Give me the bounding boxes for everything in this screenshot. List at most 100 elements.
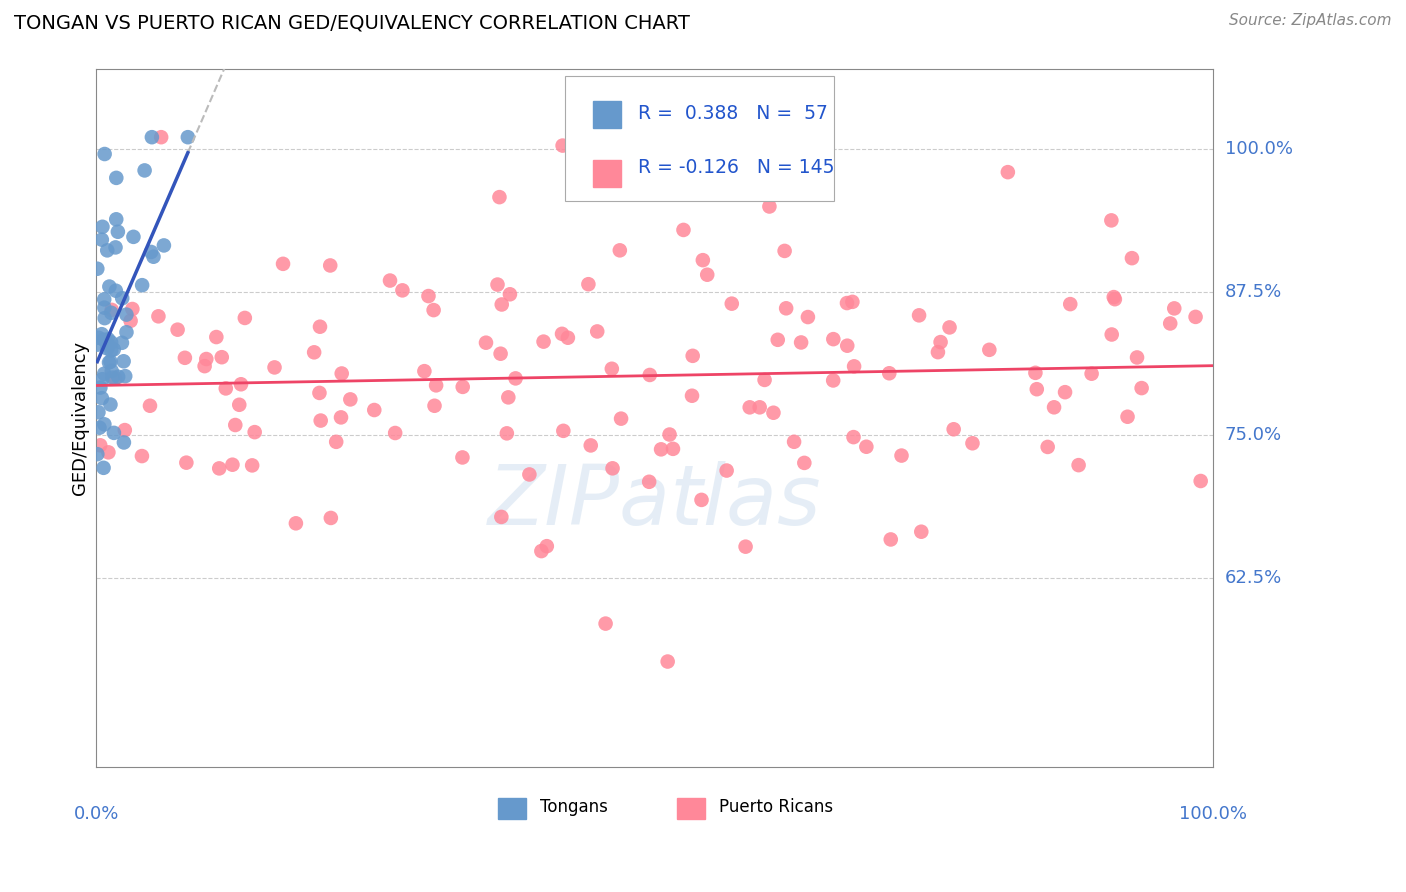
Point xyxy=(134,163,156,178)
Point xyxy=(105,170,128,185)
Point xyxy=(114,423,136,437)
Point xyxy=(422,303,444,318)
Point xyxy=(553,424,575,438)
FancyBboxPatch shape xyxy=(678,798,704,819)
Point xyxy=(111,291,134,305)
Point xyxy=(391,284,413,298)
Point xyxy=(271,257,294,271)
Point xyxy=(773,244,796,258)
Point xyxy=(797,310,820,324)
Point xyxy=(650,442,672,457)
Point xyxy=(107,369,129,384)
Point xyxy=(141,130,163,145)
Point xyxy=(89,380,111,394)
Point xyxy=(1189,474,1212,488)
Point xyxy=(114,369,136,384)
Point xyxy=(263,360,285,375)
Point xyxy=(1101,327,1123,342)
Point xyxy=(758,199,780,213)
Text: R = -0.126   N = 145: R = -0.126 N = 145 xyxy=(638,158,835,178)
Point xyxy=(339,392,361,407)
Point xyxy=(762,406,785,420)
Point xyxy=(938,320,960,334)
Point xyxy=(90,233,112,247)
Point xyxy=(1116,409,1139,424)
Point xyxy=(418,289,440,303)
Point xyxy=(89,421,111,435)
Point xyxy=(877,366,900,380)
Point xyxy=(1130,381,1153,395)
Point xyxy=(115,325,138,339)
Point xyxy=(716,464,738,478)
Point xyxy=(319,511,342,525)
Point xyxy=(495,426,517,441)
Point xyxy=(91,372,114,386)
Point xyxy=(93,417,115,432)
Point xyxy=(1043,401,1066,415)
Point xyxy=(121,301,143,316)
Point xyxy=(107,225,129,239)
Point xyxy=(139,399,162,413)
FancyBboxPatch shape xyxy=(593,101,621,128)
Point xyxy=(567,167,589,181)
Point xyxy=(211,350,233,364)
Text: 75.0%: 75.0% xyxy=(1225,425,1282,443)
Point xyxy=(243,425,266,439)
Point xyxy=(997,165,1019,179)
Point xyxy=(595,616,617,631)
Point xyxy=(319,259,342,273)
Point xyxy=(491,509,513,524)
Point xyxy=(86,337,108,351)
Point xyxy=(692,253,714,268)
Point xyxy=(309,319,332,334)
Point xyxy=(93,293,115,307)
Point xyxy=(1121,251,1143,265)
Point xyxy=(86,261,108,276)
Point xyxy=(475,335,498,350)
Point xyxy=(1059,297,1081,311)
Point xyxy=(486,277,509,292)
Point xyxy=(837,339,859,353)
Text: 100.0%: 100.0% xyxy=(1225,140,1292,158)
Point xyxy=(638,368,661,382)
Point xyxy=(841,294,863,309)
Point xyxy=(284,516,307,531)
Point xyxy=(1054,385,1077,400)
Text: 0.0%: 0.0% xyxy=(73,805,120,823)
Point xyxy=(103,425,125,440)
Point xyxy=(100,364,122,378)
Point xyxy=(576,277,599,292)
Point xyxy=(120,314,142,328)
Point xyxy=(880,533,903,547)
Point xyxy=(378,274,401,288)
Point xyxy=(766,333,789,347)
Point xyxy=(115,308,138,322)
Point xyxy=(100,335,122,350)
Point xyxy=(93,460,115,475)
Point xyxy=(309,413,332,427)
Point xyxy=(1159,317,1181,331)
Point xyxy=(658,427,681,442)
Point xyxy=(112,435,135,450)
Point xyxy=(325,434,347,449)
Point xyxy=(536,539,558,553)
Point xyxy=(505,371,527,385)
Point xyxy=(609,244,631,258)
Point xyxy=(1126,351,1149,365)
Point xyxy=(90,327,112,342)
Point xyxy=(1036,440,1059,454)
Text: Tongans: Tongans xyxy=(540,798,607,816)
Point xyxy=(662,442,685,456)
Point xyxy=(97,332,120,346)
Point xyxy=(734,540,756,554)
Point xyxy=(638,475,661,489)
Point xyxy=(91,219,114,234)
Point xyxy=(927,345,949,359)
Point xyxy=(793,456,815,470)
Point xyxy=(823,332,845,346)
Point xyxy=(1099,213,1122,227)
Point xyxy=(519,467,541,482)
Point xyxy=(93,147,115,161)
Point xyxy=(842,430,865,444)
Point xyxy=(330,367,353,381)
